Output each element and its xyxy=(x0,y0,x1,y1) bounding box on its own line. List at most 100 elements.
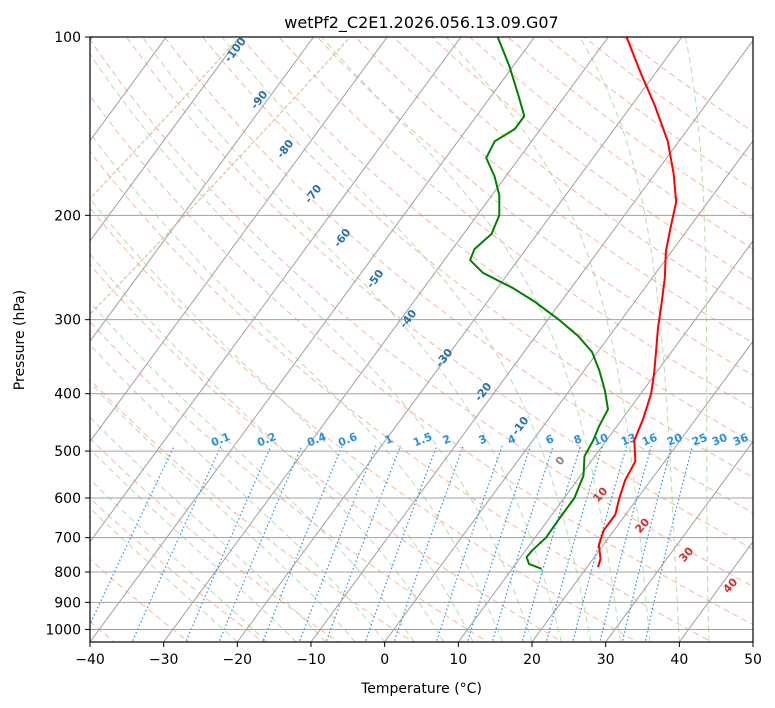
mixing-ratio-label: 8 xyxy=(572,432,584,447)
mixing-ratio-label: 1 xyxy=(383,432,395,447)
moist-adiabat xyxy=(90,301,415,642)
y-axis-label: Pressure (hPa) xyxy=(12,290,28,390)
isotherm xyxy=(752,641,753,642)
mixing-ratio-label: 36 xyxy=(731,431,750,449)
x-tick-label: 30 xyxy=(597,652,615,668)
mixing-ratio-line xyxy=(393,445,464,642)
isotherm xyxy=(163,37,609,642)
moist-adiabat xyxy=(221,37,592,642)
dry-adiabat-label: 0 xyxy=(553,454,568,468)
dry-adiabat xyxy=(354,37,753,344)
isotherm xyxy=(384,139,753,642)
isotherm xyxy=(457,240,753,642)
isotherm xyxy=(90,37,241,242)
mixing-ratio-label: 0.2 xyxy=(255,430,278,449)
mixing-ratio-label: 6 xyxy=(544,432,556,447)
cold-curve xyxy=(90,37,241,200)
dry-adiabat-label: -40 xyxy=(397,307,420,331)
dry-adiabat xyxy=(278,37,753,410)
isotherm xyxy=(90,37,167,142)
moist-adiabat xyxy=(90,478,268,642)
dry-adiabat xyxy=(545,37,753,191)
y-tick-label: 700 xyxy=(54,531,81,547)
mixing-ratio-line xyxy=(364,445,438,642)
mixing-ratio-line xyxy=(218,445,303,642)
x-tick-label: −10 xyxy=(296,652,326,668)
y-tick-label: 900 xyxy=(54,595,81,611)
y-tick-label: 1000 xyxy=(45,622,81,638)
mixing-ratio-line xyxy=(90,445,175,626)
mixing-ratio-line xyxy=(521,445,582,642)
moist-adiabat xyxy=(142,37,562,642)
mixing-ratio-line xyxy=(491,445,554,642)
dry-adiabat-label: -20 xyxy=(472,380,495,404)
moist-adiabat-label: 30 xyxy=(676,544,696,564)
dewpoint-profile xyxy=(469,37,609,570)
moist-adiabat xyxy=(90,132,503,642)
moist-adiabat xyxy=(579,37,680,642)
chart-title: wetPf2_C2E1.2026.056.13.09.G07 xyxy=(284,13,558,33)
dry-adiabat xyxy=(202,37,753,478)
y-tick-label: 500 xyxy=(54,444,81,460)
mixing-ratio-line xyxy=(466,445,532,642)
isotherm xyxy=(605,440,753,642)
moist-adiabat xyxy=(90,197,474,642)
mixing-ratio-line xyxy=(621,445,673,642)
mixing-ratio-label: 0.4 xyxy=(305,430,328,449)
plot-frame xyxy=(89,36,754,643)
y-axis: 100 200 300 400 500 600 700 800 900 1000 xyxy=(45,30,90,638)
mixing-ratio-label: 25 xyxy=(690,431,709,449)
dry-adiabat xyxy=(431,37,753,281)
y-tick-label: 100 xyxy=(54,30,81,46)
moist-adiabat xyxy=(321,37,621,642)
cold-curve xyxy=(90,37,351,316)
moist-adiabat xyxy=(90,381,356,642)
dry-adiabat xyxy=(90,150,713,642)
dry-adiabat-label: -80 xyxy=(274,137,297,161)
isotherm xyxy=(90,37,388,443)
x-tick-label: 50 xyxy=(744,652,762,668)
y-tick-label: 800 xyxy=(54,565,81,581)
moist-adiabat xyxy=(90,253,445,642)
mixing-ratio-line xyxy=(599,445,652,642)
x-tick-label: 0 xyxy=(380,652,389,668)
x-tick-label: 10 xyxy=(449,652,467,668)
y-tick-label: 400 xyxy=(54,387,81,403)
isotherm xyxy=(531,340,753,642)
mixing-ratio-line xyxy=(545,445,604,642)
dry-adiabat-label: -100 xyxy=(222,35,249,65)
dry-adiabat xyxy=(90,38,753,587)
y-tick-label: 200 xyxy=(54,208,81,224)
dry-adiabat xyxy=(90,437,340,642)
dry-adiabat xyxy=(90,321,489,642)
moist-adiabat xyxy=(445,37,651,642)
mixing-ratio-label: 0.6 xyxy=(336,430,359,449)
x-tick-label: 20 xyxy=(523,652,541,668)
mixing-ratio-line xyxy=(131,445,222,642)
dry-adiabat xyxy=(393,37,753,312)
moist-adiabat xyxy=(90,416,327,642)
dry-adiabat xyxy=(164,37,753,514)
mixing-ratio-label: 3 xyxy=(477,432,489,447)
dry-adiabat xyxy=(240,37,753,444)
mixing-ratio-line xyxy=(572,445,628,642)
x-axis: −40 −30 −20 −10 0 10 20 30 40 50 xyxy=(75,642,762,668)
moist-adiabat-label: 10 xyxy=(590,484,610,504)
moist-adiabat xyxy=(90,343,386,642)
mixing-ratio-line xyxy=(644,445,694,642)
mixing-ratio-label: 1.5 xyxy=(411,430,434,449)
sounding-profiles xyxy=(469,37,678,570)
mixing-ratio-label: 30 xyxy=(710,431,729,449)
isotherm xyxy=(236,37,683,642)
moist-adiabat-label: 20 xyxy=(632,515,652,535)
isotherm xyxy=(678,540,753,642)
moist-adiabat xyxy=(90,53,533,642)
x-tick-label: 40 xyxy=(670,652,688,668)
background-lines xyxy=(90,37,753,642)
x-tick-label: −30 xyxy=(149,652,179,668)
isotherm xyxy=(90,37,315,343)
isotherm xyxy=(310,39,753,642)
isotherm xyxy=(90,37,462,543)
dry-adiabat-label: -60 xyxy=(331,226,354,250)
moist-adiabat xyxy=(90,448,297,642)
